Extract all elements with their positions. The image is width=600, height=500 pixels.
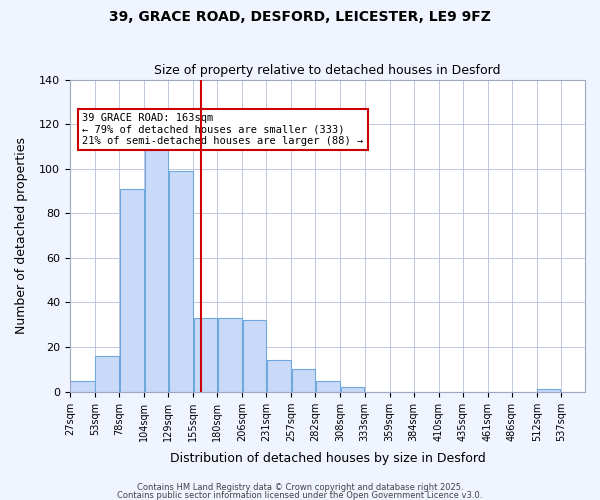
X-axis label: Distribution of detached houses by size in Desford: Distribution of detached houses by size … [170,452,485,465]
Bar [70,380,95,392]
Bar [292,370,315,392]
Text: Contains public sector information licensed under the Open Government Licence v3: Contains public sector information licen… [118,490,482,500]
Bar [194,318,217,392]
Text: 39 GRACE ROAD: 163sqm
← 79% of detached houses are smaller (333)
21% of semi-det: 39 GRACE ROAD: 163sqm ← 79% of detached … [82,113,364,146]
Bar [119,189,143,392]
Title: Size of property relative to detached houses in Desford: Size of property relative to detached ho… [154,64,501,77]
Bar [267,360,291,392]
Bar [341,387,364,392]
Bar [243,320,266,392]
Bar [145,133,167,392]
Bar [169,171,193,392]
Y-axis label: Number of detached properties: Number of detached properties [15,137,28,334]
Text: Contains HM Land Registry data © Crown copyright and database right 2025.: Contains HM Land Registry data © Crown c… [137,483,463,492]
Bar [316,380,340,392]
Bar [538,390,560,392]
Bar [218,318,242,392]
Bar [95,356,119,392]
Text: 39, GRACE ROAD, DESFORD, LEICESTER, LE9 9FZ: 39, GRACE ROAD, DESFORD, LEICESTER, LE9 … [109,10,491,24]
